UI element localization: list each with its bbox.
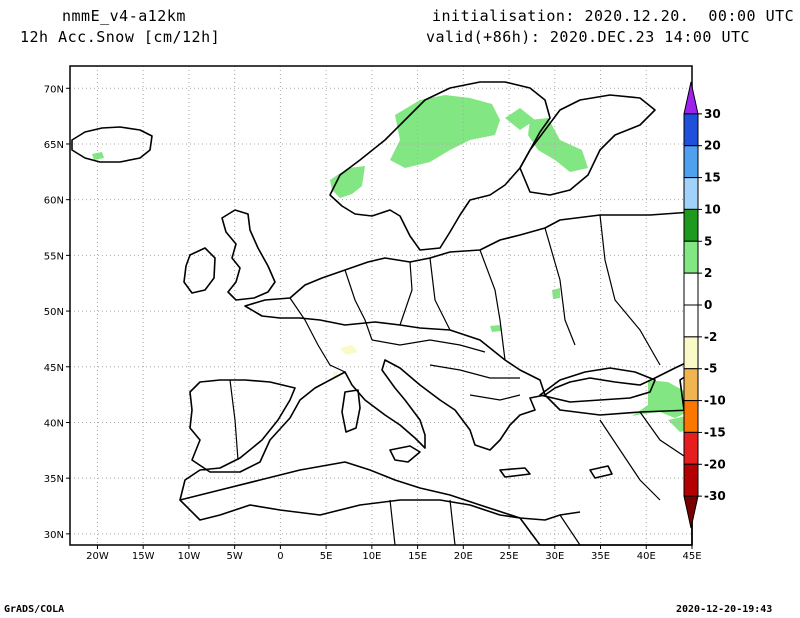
- lon-tick-label: 10E: [362, 551, 381, 562]
- lon-tick-label: 0: [277, 551, 283, 562]
- snow-area-caucasus: [632, 380, 692, 418]
- colorbar-label: 10: [704, 202, 721, 216]
- colorbar-segment: [683, 145, 699, 179]
- colorbar-segment: [683, 400, 699, 433]
- snow-area-carpathian: [490, 325, 501, 332]
- lat-tick-label: 50N: [44, 307, 64, 318]
- lon-tick-label: 25E: [500, 551, 519, 562]
- lon-tick-label: 5W: [227, 551, 243, 562]
- coast-crete: [499, 467, 531, 478]
- lon-tick-label: 5E: [320, 551, 333, 562]
- snow-area-alps: [340, 345, 358, 355]
- lat-tick-label: 45N: [44, 363, 64, 374]
- grid-lines: [70, 66, 692, 545]
- coast-britain: [221, 209, 276, 301]
- lon-tick-label: 45E: [682, 551, 701, 562]
- credit-label: GrADS/COLA: [4, 604, 65, 615]
- coast-sardinia: [341, 389, 361, 433]
- colorbar-segment: [683, 304, 699, 338]
- colorbar-segment: [683, 431, 699, 465]
- coastlines: [71, 81, 693, 546]
- map-frame: [69, 65, 693, 546]
- snow-area-norway: [390, 95, 500, 168]
- lon-tick-label: 10W: [178, 551, 201, 562]
- timestamp-label: 2020-12-20-19:43: [676, 604, 773, 615]
- colorbar-label: 15: [704, 171, 721, 185]
- lat-tick-labels: 30N 35N 40N 45N 50N 55N 60N 65N 70N: [44, 84, 70, 541]
- colorbar-label: -5: [704, 362, 717, 376]
- snow-area-iceland: [92, 152, 104, 160]
- lat-tick-label: 35N: [44, 474, 64, 485]
- colorbar-segment: [683, 113, 699, 147]
- snow-area-norway-south: [330, 166, 365, 198]
- field-title: 12h Acc.Snow [cm/12h]: [20, 28, 221, 46]
- lon-tick-label: 40E: [637, 551, 656, 562]
- lon-tick-label: 15E: [408, 551, 427, 562]
- lat-tick-label: 65N: [44, 140, 64, 151]
- initialisation-label: initialisation: 2020.12.20. 00:00 UTC: [432, 7, 795, 25]
- colorbar-label: -10: [704, 394, 726, 408]
- coast-sicily: [389, 445, 421, 463]
- borders: [229, 214, 691, 546]
- colorbar-segment: [683, 495, 699, 529]
- colorbar-label: 30: [704, 107, 721, 121]
- valid-time-label: valid(+86h): 2020.DEC.23 14:00 UTC: [426, 28, 751, 46]
- lon-tick-label: 35E: [591, 551, 610, 562]
- coast-black-sea: [539, 367, 656, 403]
- colorbar-label: 20: [704, 139, 721, 153]
- snow-area-ukraine: [552, 288, 560, 299]
- lon-tick-labels: 20W 15W 10W 5W 0 5E 10E 15E 20E 25E 30E 35E 40E 45E: [86, 545, 702, 562]
- lat-tick-label: 30N: [44, 530, 64, 541]
- lon-tick-label: 20E: [454, 551, 473, 562]
- colorbar-label: -2: [704, 330, 717, 344]
- lon-tick-label: 30E: [545, 551, 564, 562]
- coast-continent: [179, 211, 693, 546]
- colorbar-segment: [683, 240, 699, 274]
- coast-ireland: [183, 247, 216, 294]
- colorbar-segment: [683, 272, 699, 306]
- colorbar-segment: [683, 463, 699, 497]
- lat-tick-label: 60N: [44, 196, 64, 207]
- snow-area-finland: [528, 118, 588, 172]
- colorbar-segment: [683, 177, 699, 210]
- coast-cyprus: [589, 465, 613, 479]
- colorbar-label: 0: [704, 298, 712, 312]
- lon-tick-label: 20W: [86, 551, 109, 562]
- colorbar-label: -15: [704, 425, 726, 439]
- colorbar-label: -20: [704, 457, 726, 471]
- model-title: nmmE_v4-a12km: [62, 7, 186, 25]
- lon-tick-label: 15W: [132, 551, 155, 562]
- colorbar-label: -30: [704, 489, 726, 503]
- colorbar-segment: [683, 336, 699, 370]
- lat-tick-label: 40N: [44, 418, 64, 429]
- colorbar-segment: [683, 208, 699, 242]
- lat-tick-label: 70N: [44, 84, 64, 95]
- colorbar-label: 2: [704, 266, 712, 280]
- colorbar-label: 5: [704, 234, 712, 248]
- colorbar-segment: [683, 368, 699, 402]
- coast-iceland: [71, 126, 153, 163]
- snow-area-kola: [505, 108, 535, 130]
- colorbar-segment: [683, 81, 699, 115]
- lat-tick-label: 55N: [44, 251, 64, 262]
- coast-finland: [519, 94, 656, 196]
- coast-africa: [179, 461, 581, 521]
